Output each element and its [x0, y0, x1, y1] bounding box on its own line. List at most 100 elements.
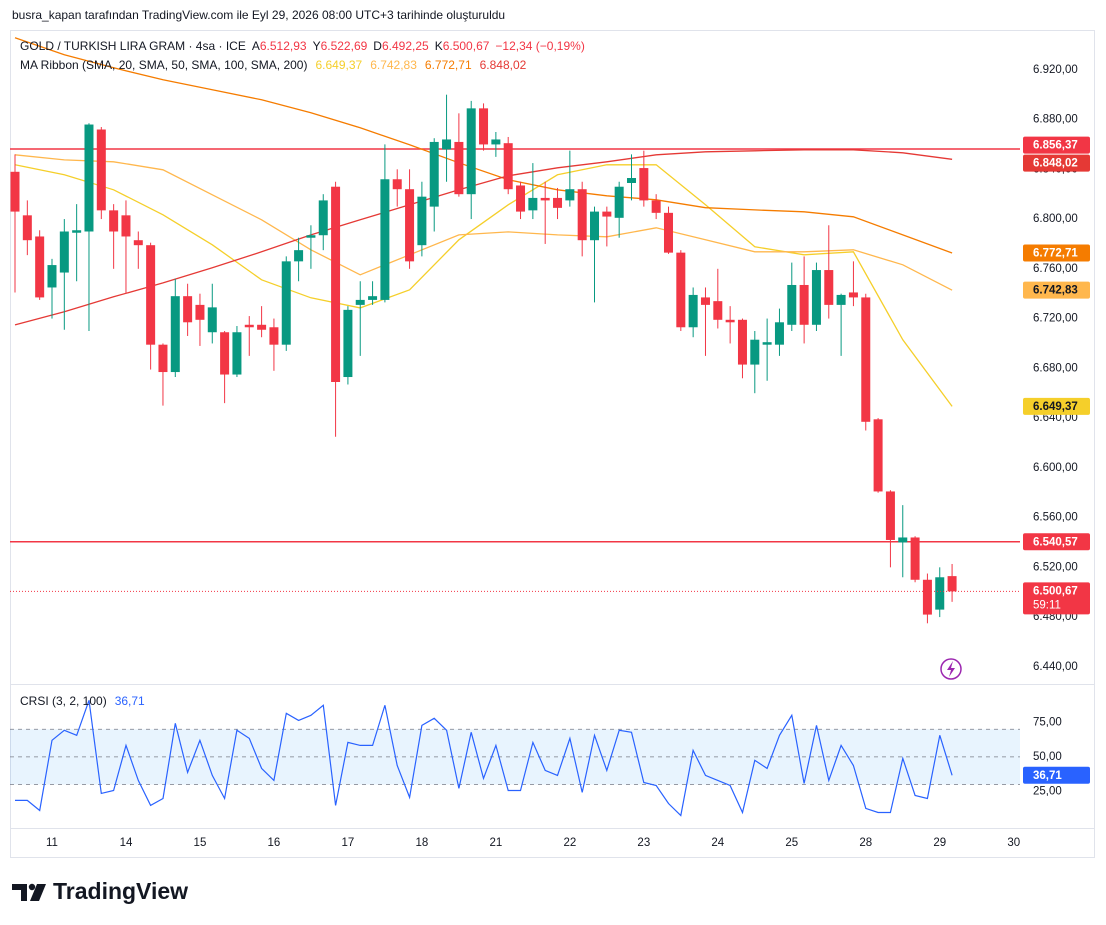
- symbol-legend: GOLD / TURKISH LIRA GRAM · 4sa · ICE A6.5…: [20, 39, 585, 53]
- candle-body: [614, 186, 624, 218]
- y-tick-label: 6.560,00: [1033, 512, 1078, 524]
- x-tick-label: 22: [563, 837, 576, 849]
- candle-body: [540, 197, 550, 201]
- ma-value: 6.772,71: [425, 58, 472, 72]
- ohlc-value: 6.522,69: [321, 39, 368, 53]
- candle-body: [146, 245, 156, 345]
- candle-body: [380, 179, 390, 300]
- candle-body: [503, 143, 513, 190]
- moving-average: [14, 164, 953, 407]
- countdown: 59:11: [1033, 599, 1061, 611]
- moving-average: [14, 154, 953, 291]
- x-tick-label: 25: [785, 837, 798, 849]
- candle-body: [109, 210, 119, 232]
- candle-body: [22, 215, 32, 241]
- crsi-title: CRSI (3, 2, 100): [20, 694, 107, 708]
- ohlc-key: K: [435, 39, 443, 53]
- moving-average: [14, 149, 953, 326]
- y-tick-label: 6.440,00: [1033, 661, 1078, 673]
- x-tick-label: 17: [342, 837, 355, 849]
- candle-body: [35, 236, 45, 298]
- ma-badge: 6.848,02: [1033, 158, 1078, 170]
- candle-body: [565, 189, 575, 201]
- candle-body: [343, 309, 353, 378]
- candle-body: [318, 200, 328, 236]
- candle-body: [639, 168, 649, 201]
- candle-body: [947, 576, 957, 592]
- x-tick-label: 15: [194, 837, 207, 849]
- candle-body: [762, 342, 772, 345]
- ma-badge-bg: [1023, 397, 1090, 415]
- ma-value: 6.848,02: [480, 58, 527, 72]
- y-tick-label: 6.680,00: [1033, 362, 1078, 374]
- candle-body: [528, 197, 538, 211]
- candle-body: [885, 491, 895, 540]
- candle-body: [133, 240, 143, 246]
- chart-frame: [10, 30, 1095, 858]
- candle-body: [910, 537, 920, 580]
- candle-body: [479, 108, 489, 145]
- candle-body: [244, 324, 254, 328]
- moving-average: [14, 37, 953, 254]
- candle-body: [72, 230, 82, 233]
- candle-body: [848, 292, 858, 298]
- x-tick-label: 28: [859, 837, 872, 849]
- candle-body: [405, 189, 415, 262]
- ma-value: 6.742,83: [370, 58, 417, 72]
- candle-body: [590, 211, 600, 241]
- candle-body: [306, 235, 316, 238]
- level-badge-bg: [1023, 136, 1090, 154]
- candle-body: [725, 319, 735, 323]
- candle-body: [861, 297, 871, 422]
- candle-body: [466, 108, 476, 195]
- brand-name: TradingView: [53, 878, 188, 904]
- ma-badge: 6.742,83: [1033, 285, 1078, 297]
- crsi-badge: 36,71: [1033, 770, 1062, 782]
- crsi-badge-bg: [1023, 766, 1090, 784]
- candle-body: [516, 185, 526, 212]
- alert-icon: [940, 658, 962, 680]
- candle-body: [713, 301, 723, 320]
- candle-body: [368, 296, 378, 300]
- candle-body: [207, 307, 217, 333]
- chart-layer: 6.920,006.880,006.840,006.800,006.760,00…: [10, 37, 1090, 849]
- candle-body: [294, 250, 304, 262]
- y-tick-label: 75,00: [1033, 716, 1062, 728]
- x-tick-label: 29: [933, 837, 946, 849]
- x-tick-label: 30: [1007, 837, 1020, 849]
- ma-value: 6.649,37: [315, 58, 362, 72]
- y-tick-label: 50,00: [1033, 751, 1062, 763]
- candle-body: [442, 139, 452, 150]
- crsi-value: 36,71: [115, 694, 145, 708]
- candle-body: [10, 171, 20, 212]
- candle-body: [935, 577, 945, 610]
- candle-body: [331, 186, 341, 382]
- candle-body: [799, 284, 809, 325]
- candle-body: [59, 231, 69, 273]
- ohlc-value: 6.512,93: [260, 39, 307, 53]
- candle-body: [737, 319, 747, 365]
- y-tick-label: 6.760,00: [1033, 263, 1078, 275]
- candle-body: [774, 322, 784, 345]
- y-tick-label: 25,00: [1033, 785, 1062, 797]
- candle-body: [281, 261, 291, 345]
- crsi-line: [15, 700, 953, 817]
- candle-body: [121, 215, 131, 237]
- candle-body: [553, 197, 563, 208]
- ohlc-key: Y: [313, 39, 321, 53]
- y-tick-label: 6.800,00: [1033, 213, 1078, 225]
- crsi-legend: CRSI (3, 2, 100) 36,71: [20, 694, 145, 708]
- candle-body: [824, 270, 834, 305]
- level-badge: 6.856,37: [1033, 140, 1078, 152]
- logo-dot: [28, 883, 36, 891]
- x-tick-label: 14: [120, 837, 133, 849]
- candle-body: [417, 196, 427, 246]
- candle-body: [627, 178, 636, 183]
- candle-body: [787, 284, 797, 325]
- candle-body: [700, 297, 710, 305]
- x-tick-label: 23: [637, 837, 650, 849]
- ohlc-key: D: [373, 39, 382, 53]
- ohlc-value: 6.492,25: [382, 39, 429, 53]
